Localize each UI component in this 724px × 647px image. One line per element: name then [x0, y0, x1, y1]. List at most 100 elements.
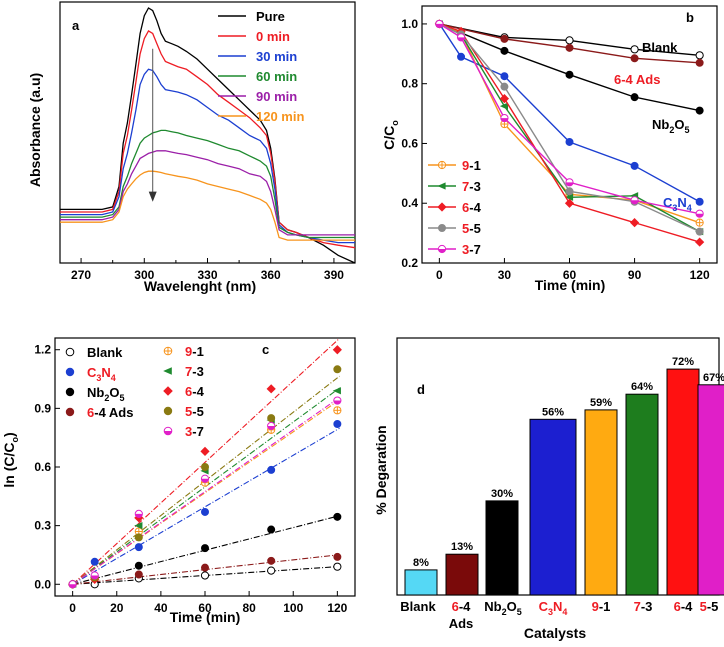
- legend-label-blank: Blank: [87, 345, 123, 360]
- bar-6-4: [666, 368, 700, 596]
- point-5-5-5: [333, 365, 342, 374]
- legend-marker-7-3: [437, 182, 446, 190]
- ytick-label-2: 0.6: [401, 136, 418, 150]
- point-blank-4: [267, 566, 276, 575]
- legend-label-c3n4: C3N4: [87, 365, 116, 383]
- cat-7-3: 7-3: [634, 599, 653, 614]
- point-c3n4-2: [134, 543, 143, 552]
- legend-marker-blank: [65, 347, 75, 357]
- ytick-label-1: 0.4: [401, 196, 418, 210]
- point-7-3-5: [332, 387, 341, 395]
- arrow-down-icon: [148, 191, 157, 202]
- label-6-4-ads-main: 6-4 Ads: [614, 72, 660, 87]
- point-nb2o5-4: [267, 525, 276, 534]
- legend-marker-3-7: [437, 244, 447, 254]
- point-5-5-3: [565, 187, 574, 196]
- point-6-4-ads-4: [695, 58, 704, 67]
- legend-label-90-min: 90 min: [256, 89, 297, 104]
- xtick-label-0: 0: [69, 601, 76, 615]
- cat-9-1: 9-1: [592, 599, 611, 614]
- panel-c-letter: c: [262, 342, 269, 357]
- label-nb2o5: Nb2O5: [652, 117, 690, 135]
- xtick-label-60: 60: [563, 268, 577, 282]
- legend-label-9-1: 9-1: [185, 344, 204, 359]
- legend-marker-nb2o5: [65, 387, 75, 397]
- panel-d-category-labels: Blank 6-4 Ads Nb2O5 C3N4 9-1 7-3 6-4 5-5: [400, 599, 718, 631]
- panel-d-ylabel: % Degaration: [373, 425, 389, 514]
- point-3-7-5: [695, 209, 704, 218]
- cat-6-4b: 6-4: [674, 599, 694, 614]
- panel-a-legend: Pure 0 min 30 min 60 min 90 min 120 min: [218, 9, 304, 124]
- point-6-4-3: [564, 198, 575, 208]
- xtick-label-120: 120: [327, 601, 347, 615]
- cat-6-4: 6-4: [452, 599, 472, 614]
- ytick-label-2: 0.6: [34, 460, 51, 474]
- cat-7-b: -3: [641, 599, 653, 614]
- cat-nb2o5: Nb2O5: [484, 599, 522, 617]
- cat-nb: Nb: [484, 599, 501, 614]
- panel-c-points: [68, 345, 342, 589]
- panel-c-axis-ticks: 0 20 40 60 80 100 120 0.0 0.3 0.6 0.9 1.2: [34, 343, 347, 615]
- panel-c-ylabel-main: ln (C/C: [1, 443, 17, 488]
- point-6-4-5: [332, 345, 342, 355]
- c-part: C: [663, 195, 673, 210]
- point-5-5-5: [695, 227, 704, 236]
- legend-marker-5-5: [163, 406, 173, 416]
- point-nb2o5-1: [500, 46, 509, 55]
- point-6-4-ads-2: [134, 570, 143, 579]
- xtick-label-90: 90: [628, 268, 642, 282]
- legend-label-pure: Pure: [256, 9, 285, 24]
- panel-b-ylabel: C/Co: [381, 120, 400, 150]
- legend-marker-5-5: [437, 223, 446, 232]
- legend-label-120-min: 120 min: [256, 109, 304, 124]
- xtick-label-80: 80: [242, 601, 256, 615]
- point-c3n4-5: [333, 419, 342, 428]
- cat-o-sub: 5: [517, 607, 522, 617]
- point-9-1-5: [695, 218, 704, 227]
- legend-label-5-5: 5-5: [462, 221, 481, 236]
- panel-b-inline-labels: Blank 6-4 Ads Nb2O5 C3N4: [614, 40, 692, 213]
- bar-value-c3n4: 56%: [542, 406, 564, 418]
- panel-b-ylabel-sub: o: [390, 120, 400, 126]
- bar-6-4-ads: [445, 553, 479, 596]
- o-sub: 5: [684, 125, 689, 135]
- fit-6-4: [72, 337, 340, 585]
- point-3-7-0: [435, 19, 444, 29]
- ytick-label-0: 0.0: [34, 577, 51, 591]
- bar-value-blank: 8%: [413, 557, 429, 569]
- legend-label-6-4-ads: 6-4 Ads: [87, 405, 133, 420]
- panel-a-letter: a: [72, 18, 80, 33]
- point-c3n4-5: [695, 197, 704, 206]
- point-6-4-4: [629, 218, 640, 228]
- xtick-label-300: 300: [134, 268, 154, 282]
- spectrum-30-min: [60, 68, 355, 244]
- point-c3n4-1: [90, 557, 99, 566]
- point-c3n4-1: [457, 52, 466, 61]
- point-3-7-5: [333, 396, 342, 405]
- xtick-label-120: 120: [690, 268, 710, 282]
- legend-label-6-4: 6-4: [462, 200, 482, 215]
- point-c3n4-4: [267, 465, 276, 474]
- point-3-7-0: [68, 580, 77, 589]
- bar-value-6-4-ads: 13%: [451, 541, 473, 553]
- bar-value-9-1: 59%: [590, 397, 612, 409]
- cat-6: 6: [674, 599, 681, 614]
- panel-a-spectra: [60, 7, 356, 264]
- legend-label-5-5: 5-5: [185, 404, 204, 419]
- bar-blank: [404, 569, 438, 596]
- bar-value-7-3: 64%: [631, 381, 653, 393]
- point-5-5-3: [200, 462, 209, 471]
- nb-part: Nb: [652, 117, 669, 132]
- cat-blank: Blank: [400, 599, 436, 614]
- line-5-5: [439, 23, 700, 233]
- panel-a-frame: [59, 1, 356, 264]
- legend-label-3-7: 3-7: [462, 242, 481, 257]
- legend-marker-3-7: [163, 426, 173, 436]
- bar-9-1: [584, 409, 618, 596]
- point-3-7-4: [267, 421, 276, 431]
- spectrum-0-min: [60, 29, 356, 249]
- nb-sub: 2: [669, 125, 674, 135]
- bar-value-5-5: 67%: [703, 372, 724, 384]
- legend-marker-9-1: [163, 346, 173, 356]
- point-blank-3: [630, 45, 639, 54]
